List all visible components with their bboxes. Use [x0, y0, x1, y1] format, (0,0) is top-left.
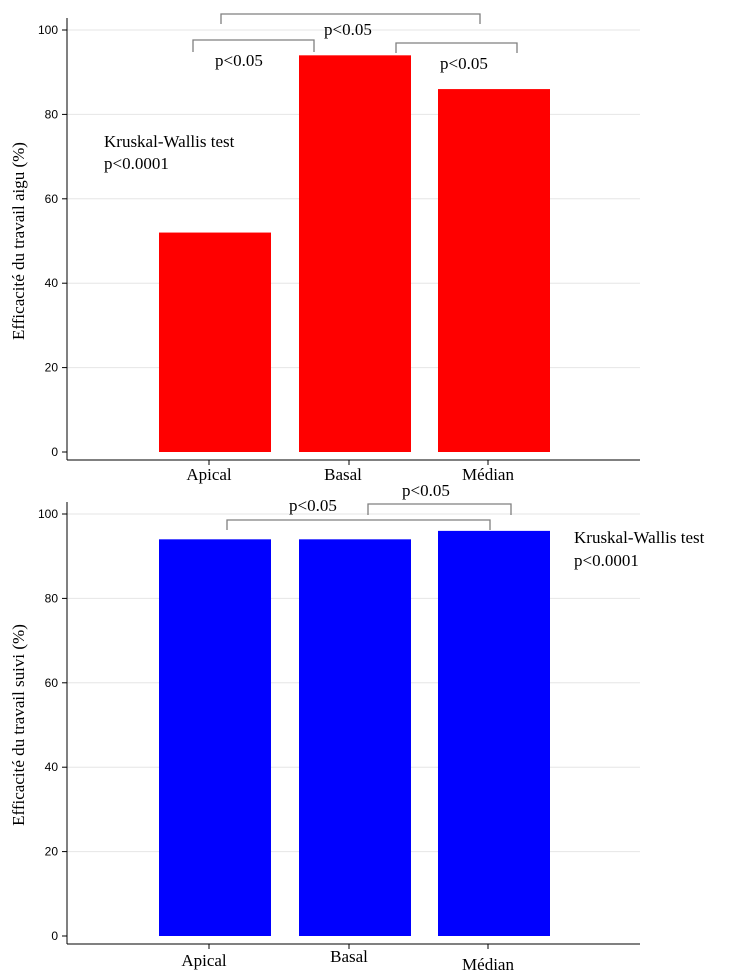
x-tick-label: Basal [330, 947, 368, 966]
y-tick-label: 80 [45, 107, 59, 121]
y-tick-label: 20 [45, 845, 59, 859]
bar-mdian [438, 530, 550, 936]
test-annotation-line: p<0.0001 [104, 154, 169, 173]
chart-2: 0 20 40 60 80 100 Apical Basal Médian Efficacité … [9, 481, 705, 971]
bar-mdian [438, 89, 550, 452]
significance-bracket [395, 42, 518, 53]
y-axis-label: Efficacité du travail aigu (%) [9, 142, 28, 340]
significance-bracket [220, 13, 481, 24]
y-tick-label: 100 [38, 507, 58, 521]
significance-bracket [226, 519, 491, 530]
y-tick-label: 100 [38, 23, 58, 37]
x-tick-label: Médian [462, 955, 514, 971]
y-tick-label: 40 [45, 760, 59, 774]
significance-label: p<0.05 [402, 481, 450, 500]
chart-1: 0 20 40 60 80 100 Apical Basal Médian Efficacité … [9, 13, 640, 484]
y-tick-label: 80 [45, 591, 59, 605]
significance-label: p<0.05 [215, 51, 263, 70]
x-tick-label: Basal [324, 465, 362, 484]
significance-bracket [192, 39, 315, 52]
x-tick-label: Médian [462, 465, 514, 484]
y-tick-label: 40 [45, 276, 59, 290]
test-annotation-line: p<0.0001 [574, 551, 639, 570]
bar-apical [159, 232, 271, 452]
y-tick-label: 60 [45, 192, 59, 206]
y-tick-label: 20 [45, 361, 59, 375]
y-tick-label: 0 [51, 445, 58, 459]
significance-bracket [367, 503, 512, 515]
x-tick-label: Apical [181, 951, 227, 970]
x-tick-label: Apical [186, 465, 232, 484]
test-annotation-line: Kruskal-Wallis test [104, 132, 235, 151]
significance-label: p<0.05 [289, 496, 337, 515]
y-axis-label: Efficacité du travail suivi (%) [9, 624, 28, 826]
significance-label: p<0.05 [440, 54, 488, 73]
test-annotation-line: Kruskal-Wallis test [574, 528, 705, 547]
y-tick-label: 0 [51, 929, 58, 943]
significance-label: p<0.05 [324, 20, 372, 39]
y-tick-label: 60 [45, 676, 59, 690]
bar-basal [299, 55, 411, 452]
bar-basal [299, 539, 411, 936]
bar-apical [159, 539, 271, 936]
